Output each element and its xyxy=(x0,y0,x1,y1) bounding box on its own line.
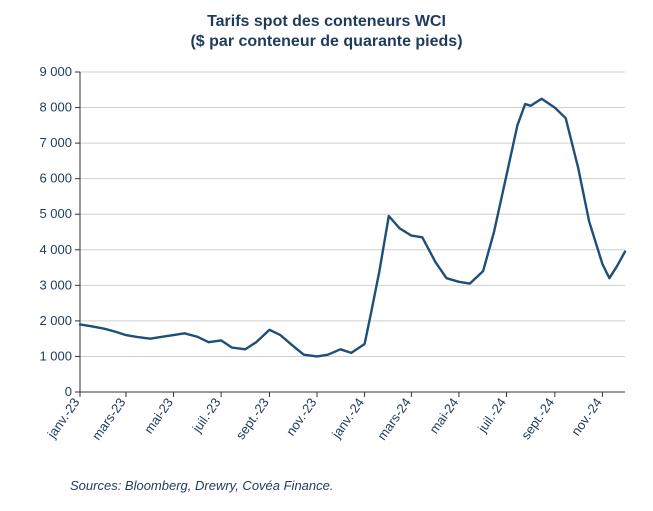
x-tick-label: mars-24 xyxy=(374,395,414,443)
y-tick-label: 4 000 xyxy=(39,242,72,257)
y-axis-ticks: 01 0002 0003 0004 0005 0006 0007 0008 00… xyxy=(39,64,80,399)
x-tick-label: sept.-24 xyxy=(518,395,557,442)
chart-container: { "title_line1": "Tarifs spot des conten… xyxy=(0,0,653,511)
x-tick-label: juil.-24 xyxy=(474,395,509,436)
series-path xyxy=(80,99,625,357)
x-tick-label: janv.-23 xyxy=(44,395,83,442)
x-tick-label: mai-23 xyxy=(141,395,176,436)
axes xyxy=(80,72,625,392)
y-tick-label: 2 000 xyxy=(39,313,72,328)
gridlines xyxy=(80,72,625,392)
x-tick-label: mars-23 xyxy=(89,395,129,443)
chart-svg: 01 0002 0003 0004 0005 0006 0007 0008 00… xyxy=(0,0,653,511)
x-tick-label: mai-24 xyxy=(426,395,461,436)
x-tick-label: janv.-24 xyxy=(328,395,367,442)
line-series xyxy=(80,99,625,357)
y-tick-label: 7 000 xyxy=(39,135,72,150)
y-tick-label: 6 000 xyxy=(39,171,72,186)
y-tick-label: 8 000 xyxy=(39,100,72,115)
x-tick-label: juil.-23 xyxy=(189,395,224,436)
x-axis-ticks: janv.-23mars-23 mai-23 juil.-23 sept.-23 nov… xyxy=(44,392,605,443)
y-tick-label: 1 000 xyxy=(39,348,72,363)
x-tick-label: nov.-24 xyxy=(568,395,605,438)
x-tick-label: sept.-23 xyxy=(233,395,272,442)
y-tick-label: 5 000 xyxy=(39,206,72,221)
y-tick-label: 3 000 xyxy=(39,277,72,292)
sources-text: Sources: Bloomberg, Drewry, Covéa Financ… xyxy=(70,478,333,493)
y-tick-label: 9 000 xyxy=(39,64,72,79)
x-tick-label: nov.-23 xyxy=(283,395,320,438)
